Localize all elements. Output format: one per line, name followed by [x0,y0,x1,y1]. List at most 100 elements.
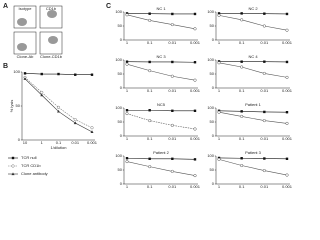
series-line [126,157,196,160]
marker [148,60,151,64]
figure: A B C Isotype CD1b Clone-Ab Clone-CD1b 0… [0,0,300,200]
marker [285,157,289,160]
marker [240,60,243,63]
x-tick-label: 1 [126,88,129,93]
series-line [219,13,288,15]
x-tick-label: 0.01 [168,136,177,141]
x-tick-label: 1 [218,136,221,141]
flow-label: Clone-Ab [17,54,34,59]
x-tick-label: 1 [218,88,221,93]
marker [285,60,289,64]
marker [40,93,44,97]
x-tick-label: 10 [23,140,28,145]
series-line [218,15,288,31]
marker [285,121,289,125]
x-tick-label: 0.1 [147,136,153,141]
x-tick-label: 0.001 [190,40,201,45]
chart-title: NC5 [157,102,166,107]
marker [74,73,77,76]
flow-plot [13,5,37,29]
marker [217,61,221,65]
background [0,0,300,200]
y-axis-label: % lysis [9,100,14,112]
y-tick-label: 100 [115,105,122,110]
y-tick-label: 100 [115,9,122,14]
y-tick-label: 100 [115,153,122,158]
marker [90,73,94,76]
x-tick-label: 0.001 [190,184,201,189]
series-line [126,113,196,130]
x-tick-label: 0.001 [87,140,98,145]
y-tick-label: 50 [118,23,123,28]
series-line [126,161,196,176]
marker [193,109,197,112]
marker [263,12,266,15]
y-tick-label: 0 [120,37,123,42]
marker [262,71,266,75]
marker [285,173,289,177]
legend-label: TCR null [21,155,37,160]
flow-cluster [47,10,57,18]
marker [240,12,243,15]
y-tick-label: 0 [212,37,215,42]
x-tick-label: 0.1 [147,40,153,45]
chart-title: NC 3 [156,54,166,59]
legend-label: Clone antibody [21,171,48,176]
marker [11,172,15,176]
marker [263,60,266,63]
x-tick-label: 0.1 [147,88,153,93]
marker [217,110,221,114]
marker [217,13,221,17]
marker [240,110,243,113]
y-tick-label: 100 [207,57,214,62]
x-tick-label: 0.01 [260,88,269,93]
x-tick-label: 0.01 [260,136,269,141]
marker [171,109,174,112]
marker [170,169,174,173]
y-tick-label: 100 [207,9,214,14]
marker [125,112,129,116]
panel-label: A [3,3,8,10]
marker [125,62,129,66]
x-tick-label: 0.001 [282,40,293,45]
y-tick-label: 50 [118,119,123,124]
marker [240,114,244,118]
marker [193,27,197,31]
marker [125,13,129,17]
x-tick-label: 0.01 [260,40,269,45]
series-line [218,61,288,63]
x-tick-label: 0.01 [168,184,177,189]
x-axis-label: 1/dilution [50,145,66,150]
marker [193,127,197,131]
marker [170,123,174,127]
x-tick-label: 0.01 [168,88,177,93]
marker [11,156,15,160]
chart-title: NC 2 [248,6,258,11]
x-tick-label: 0.01 [168,40,177,45]
marker [90,126,94,130]
marker [148,109,151,112]
y-tick-label: 50 [210,167,215,172]
marker [90,130,94,133]
marker [263,157,266,160]
flow-cluster [17,18,27,26]
x-tick-label: 0.1 [239,40,245,45]
panel-label: C [106,3,111,10]
series-line [127,109,195,112]
series-line [126,63,196,81]
marker [170,23,174,27]
marker [125,160,129,164]
y-tick-label: 100 [13,69,20,74]
marker [285,111,289,114]
x-tick-label: 0.001 [282,136,293,141]
legend-label: TCR CD1b [21,163,41,168]
x-tick-label: 0.01 [71,140,80,145]
series-line [126,13,195,15]
marker [285,75,289,79]
flow-plots: Isotype CD1b Clone-Ab Clone-CD1b [13,5,63,59]
marker [148,69,152,73]
x-tick-label: 0.001 [190,136,201,141]
flow-cluster [17,43,27,51]
marker [193,158,197,161]
marker [56,105,61,109]
